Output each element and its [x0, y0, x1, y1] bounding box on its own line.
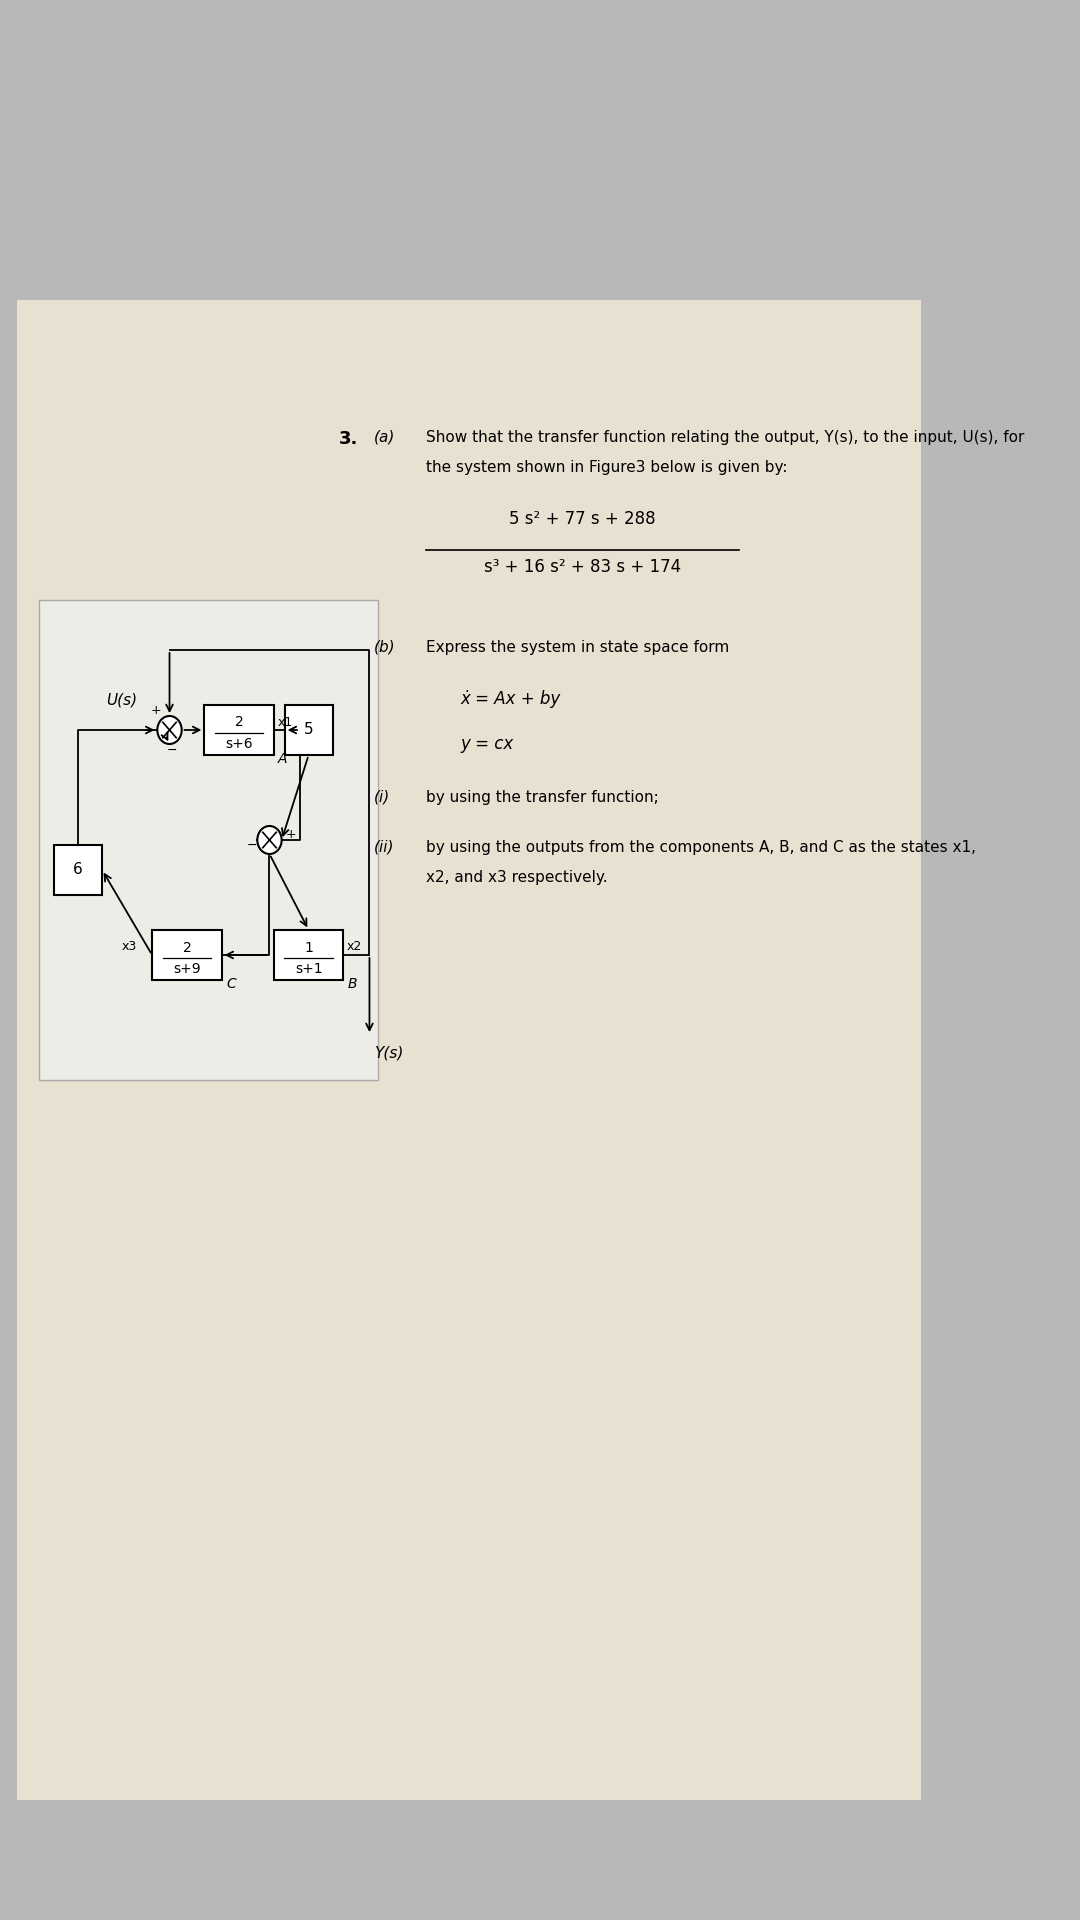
Text: Show that the transfer function relating the output, Y(s), to the input, U(s), f: Show that the transfer function relating…	[426, 430, 1024, 445]
Text: (ii): (ii)	[374, 841, 394, 854]
Text: 5: 5	[303, 722, 313, 737]
Text: by using the outputs from the components A, B, and C as the states x1,: by using the outputs from the components…	[426, 841, 976, 854]
FancyBboxPatch shape	[274, 929, 343, 979]
Text: ẋ = Ax + by: ẋ = Ax + by	[461, 689, 561, 708]
Text: x3: x3	[122, 941, 137, 954]
Text: (b): (b)	[374, 639, 395, 655]
Text: +: +	[150, 705, 161, 718]
FancyBboxPatch shape	[204, 705, 274, 755]
FancyBboxPatch shape	[285, 705, 333, 755]
Text: −: −	[167, 743, 177, 756]
Circle shape	[257, 826, 282, 854]
Text: x1: x1	[278, 716, 293, 728]
Circle shape	[158, 716, 181, 743]
Text: 2: 2	[183, 941, 191, 954]
Text: x2, and x3 respectively.: x2, and x3 respectively.	[426, 870, 608, 885]
Text: 5 s² + 77 s + 288: 5 s² + 77 s + 288	[509, 511, 656, 528]
Text: the system shown in Figure3 below is given by:: the system shown in Figure3 below is giv…	[426, 461, 787, 474]
Text: 3.: 3.	[339, 430, 359, 447]
Text: y = cx: y = cx	[461, 735, 514, 753]
Text: (i): (i)	[374, 789, 390, 804]
FancyBboxPatch shape	[39, 599, 378, 1079]
FancyBboxPatch shape	[17, 300, 921, 1801]
Text: s³ + 16 s² + 83 s + 174: s³ + 16 s² + 83 s + 174	[484, 559, 681, 576]
Text: 1: 1	[305, 941, 313, 954]
Text: x2: x2	[347, 941, 362, 954]
Text: s+9: s+9	[173, 962, 201, 975]
Text: U(s): U(s)	[106, 693, 137, 707]
FancyBboxPatch shape	[152, 929, 221, 979]
Text: B: B	[348, 977, 357, 991]
Text: Y(s): Y(s)	[374, 1044, 403, 1060]
Text: s+6: s+6	[226, 737, 253, 751]
Text: −: −	[247, 839, 257, 851]
Text: +: +	[285, 829, 296, 841]
Text: (a): (a)	[374, 430, 395, 445]
Text: C: C	[226, 977, 235, 991]
Text: 6: 6	[73, 862, 83, 877]
Text: Express the system in state space form: Express the system in state space form	[426, 639, 729, 655]
Text: by using the transfer function;: by using the transfer function;	[426, 789, 659, 804]
Text: A: A	[279, 753, 287, 766]
Text: s+1: s+1	[295, 962, 323, 975]
Text: 2: 2	[234, 716, 243, 730]
FancyBboxPatch shape	[54, 845, 103, 895]
